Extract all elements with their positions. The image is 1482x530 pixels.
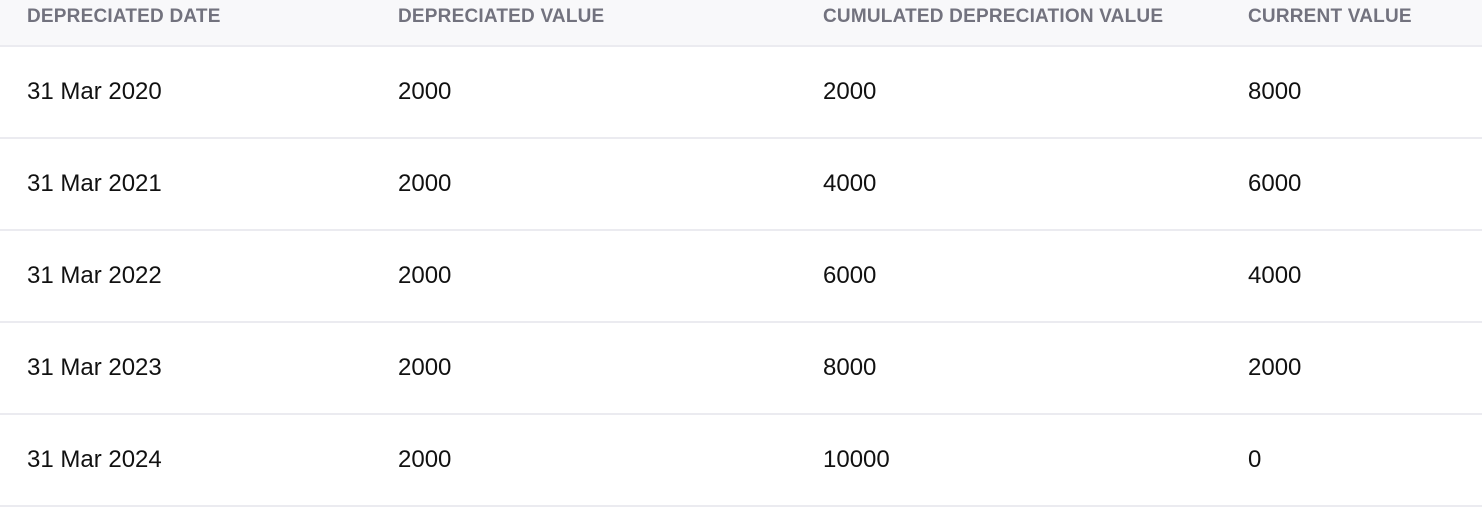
cell-cumulated-depreciation-value: 10000 (823, 446, 890, 473)
table-row: 31 Mar 2021 2000 4000 6000 (0, 138, 1482, 230)
header-current-value: CURRENT VALUE (1248, 6, 1412, 27)
cell-current-value: 8000 (1248, 78, 1302, 105)
cell-depreciated-date: 31 Mar 2021 (27, 170, 162, 197)
cell-current-value: 6000 (1248, 170, 1302, 197)
cell-cumulated-depreciation-value: 8000 (823, 354, 877, 381)
header-depreciated-date: DEPRECIATED DATE (27, 6, 221, 27)
table-body: 31 Mar 2020 2000 2000 8000 31 Mar 2021 2000 40… (0, 46, 1482, 506)
table-row: 31 Mar 2020 2000 2000 8000 (0, 46, 1482, 138)
table-header: DEPRECIATED DATE DEPRECIATED VALUE CUMUL… (0, 0, 1482, 46)
cell-depreciated-date: 31 Mar 2024 (27, 446, 162, 473)
cell-cumulated-depreciation-value: 2000 (823, 78, 877, 105)
cell-depreciated-value: 2000 (398, 262, 452, 289)
cell-cumulated-depreciation-value: 6000 (823, 262, 877, 289)
table-row: 31 Mar 2023 2000 8000 2000 (0, 322, 1482, 414)
table-row: 31 Mar 2022 2000 6000 4000 (0, 230, 1482, 322)
table-row: 31 Mar 2024 2000 10000 0 (0, 414, 1482, 506)
cell-depreciated-value: 2000 (398, 446, 452, 473)
cell-depreciated-date: 31 Mar 2020 (27, 78, 162, 105)
cell-current-value: 0 (1248, 446, 1262, 473)
cell-depreciated-value: 2000 (398, 170, 452, 197)
header-row: DEPRECIATED DATE DEPRECIATED VALUE CUMUL… (0, 0, 1482, 46)
cell-current-value: 2000 (1248, 354, 1302, 381)
cell-depreciated-date: 31 Mar 2022 (27, 262, 162, 289)
header-depreciated-value: DEPRECIATED VALUE (398, 6, 605, 27)
cell-current-value: 4000 (1248, 262, 1302, 289)
cell-cumulated-depreciation-value: 4000 (823, 170, 877, 197)
cell-depreciated-value: 2000 (398, 78, 452, 105)
cell-depreciated-value: 2000 (398, 354, 452, 381)
header-cumulated-depreciation-value: CUMULATED DEPRECIATION VALUE (823, 6, 1164, 27)
cell-depreciated-date: 31 Mar 2023 (27, 354, 162, 381)
depreciation-schedule-table: DEPRECIATED DATE DEPRECIATED VALUE CUMUL… (0, 0, 1482, 506)
